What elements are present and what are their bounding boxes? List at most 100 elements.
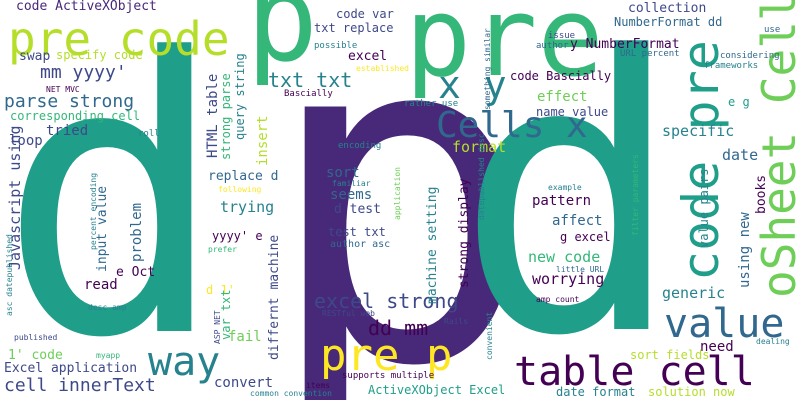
cloud-word: frameworks [704,61,759,71]
cloud-word: e Oct [116,265,156,280]
cloud-word: ASP NET [213,310,222,344]
cloud-word: fail [228,329,262,345]
cloud-word: seems [330,187,373,203]
cloud-word: NET MVC [46,85,80,94]
cloud-word: yyyy' e [212,229,263,243]
cloud-word: format [452,138,507,156]
cloud-word: pre p [320,330,453,381]
cloud-word: read [84,277,118,293]
cloud-word: amp count [536,295,580,304]
cloud-word: g excel [560,230,611,244]
cloud-word: new code [528,248,601,266]
cloud-word: convenient [485,311,494,360]
cloud-word: common convention [250,389,332,398]
cloud-word: published [14,333,58,342]
cloud-word: HTML table [205,73,221,158]
cloud-word: pre code [8,12,230,66]
cloud-word: collection [628,1,707,16]
cloud-word: txt txt [268,68,353,92]
cloud-word: specify code [56,48,143,62]
cloud-word: books [754,174,769,214]
cloud-word: Cells x [436,105,588,146]
cloud-word: d test [334,202,381,217]
cloud-word: differnt machine [267,234,282,360]
cloud-word: txt replace [314,21,394,35]
cloud-word: myapp [96,351,121,360]
cloud-word: code ActiveXObject [16,0,157,14]
cloud-word: replace d [208,169,279,184]
cloud-word: date format [556,385,636,399]
cloud-word: supports multiple [342,371,435,381]
cloud-word: name value [536,105,609,119]
cloud-word: d 1' [206,283,235,297]
cloud-word: prefer [208,245,237,254]
cloud-word: established [356,64,409,73]
cloud-word: pre [405,0,604,101]
cloud-word: sort [326,165,360,181]
cloud-word: swap [19,49,51,64]
cloud-word: mm yyyy' [40,62,127,83]
cloud-word: excel [348,49,388,64]
cloud-word: y NumberFormat [570,37,680,52]
cloud-word: author [536,41,569,51]
cloud-word: need [700,339,734,355]
cloud-word: asc datepublished [5,234,14,316]
cloud-word: URL percent [620,49,680,59]
cloud-word: insert [255,115,271,166]
cloud-word: value pairs [697,168,711,248]
cloud-word: NumberFormat dd [614,15,723,29]
cloud-word: oSheet Cells [752,0,800,298]
cloud-word: tried [46,123,89,139]
cloud-word: Rails [444,317,469,326]
cloud-word: pattern [532,193,592,209]
cloud-word: way [148,339,221,385]
cloud-word: value [664,301,785,347]
cloud-word: solution now [648,385,735,399]
cloud-word: following [218,185,262,194]
cloud-word: issue [548,31,576,41]
cloud-word: application [393,167,402,220]
cloud-word: familiar [332,179,371,188]
cloud-word: loop [9,133,43,149]
cloud-word: code Bascially [510,69,612,83]
cloud-word: using new [737,212,753,288]
cloud-word: dd mm [368,316,429,340]
cloud-word: datepublished desc [477,133,486,220]
cloud-word: roll [138,129,160,139]
cloud-word: 1' code [8,348,63,363]
cloud-word: RESTful web [322,309,375,318]
cloud-word: d [455,0,684,400]
cloud-word: possible [314,41,358,51]
cloud-word: excel strong [314,289,459,313]
cloud-word: test txt [328,225,386,239]
cloud-word: e g [728,95,750,109]
cloud-word: sort fields [630,348,710,362]
cloud-word: parse strong [4,91,135,112]
cloud-word: percent encoding [89,172,98,250]
cloud-word: ActiveXObject Excel [368,383,506,397]
cloud-word: problem [129,202,145,262]
cloud-word: filter parameters [631,154,640,236]
cloud-word: table cell [514,349,755,395]
cloud-word: items [306,381,331,390]
cloud-word: generic [662,284,726,302]
cloud-word: little URL [556,265,605,274]
cloud-word: p [262,0,539,400]
cloud-word: specific [662,122,735,140]
cloud-word: strong display [457,178,472,288]
cloud-word: code var [336,7,394,21]
cloud-word: affect [552,213,603,229]
cloud-word: convert [214,375,274,391]
cloud-word: desc amp [88,303,127,312]
cloud-word: strong parse [219,73,233,160]
cloud-word: corresponding cell [10,109,141,123]
cloud-word: rather use [404,99,459,109]
cloud-word: date [722,146,759,164]
cloud-word: something similar [483,28,492,110]
cloud-word: query string [233,53,247,140]
cloud-word: Bascially [284,89,333,99]
cloud-word: d [0,0,227,400]
cloud-word: use [764,25,781,35]
cloud-word: Excel application [4,361,138,376]
